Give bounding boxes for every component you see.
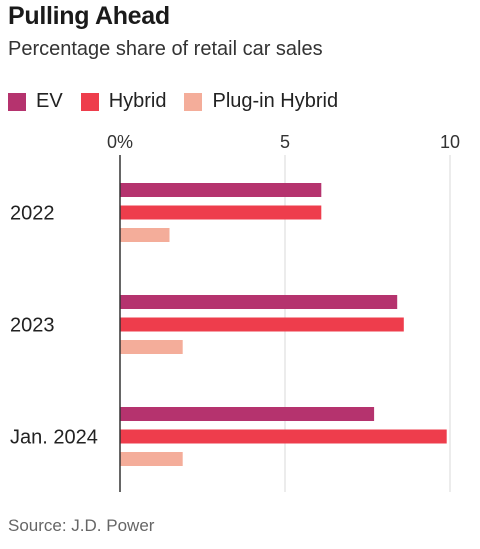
legend-swatch-hybrid	[80, 92, 99, 111]
legend-item-hybrid: Hybrid	[80, 90, 167, 113]
source-note: Source: J.D. Power	[8, 516, 155, 535]
legend-item-ev: EV	[8, 90, 63, 113]
bar-plug-in-hybrid	[120, 340, 183, 354]
bar-plug-in-hybrid	[120, 452, 183, 466]
bar-ev	[120, 295, 398, 309]
legend-label-ev: EV	[36, 90, 63, 112]
bar-hybrid	[120, 317, 404, 332]
bar-hybrid	[120, 429, 447, 444]
category-label: 2023	[10, 315, 55, 337]
x-tick-label: 10	[440, 132, 460, 152]
bar-chart: 0% 5 10 2022 2023 Jan. 2024	[10, 132, 460, 492]
legend-label-hybrid: Hybrid	[108, 90, 167, 112]
legend-item-plugin-hybrid: Plug-in Hybrid	[184, 90, 338, 113]
bar-ev	[120, 407, 375, 421]
chart-title: Pulling Ahead	[8, 2, 170, 30]
x-tick-label: 5	[280, 132, 290, 152]
legend: EV Hybrid Plug-in Hybrid	[8, 90, 356, 113]
bar-hybrid	[120, 205, 322, 220]
category-label: 2022	[10, 203, 55, 225]
bar-plug-in-hybrid	[120, 228, 170, 242]
legend-swatch-plugin-hybrid	[184, 92, 203, 111]
category-label: Jan. 2024	[10, 427, 98, 449]
chart-subtitle: Percentage share of retail car sales	[8, 38, 323, 60]
legend-label-plugin-hybrid: Plug-in Hybrid	[212, 90, 339, 112]
bar-ev	[120, 183, 322, 197]
legend-swatch-ev	[8, 92, 26, 111]
x-tick-label: 0%	[107, 132, 133, 152]
